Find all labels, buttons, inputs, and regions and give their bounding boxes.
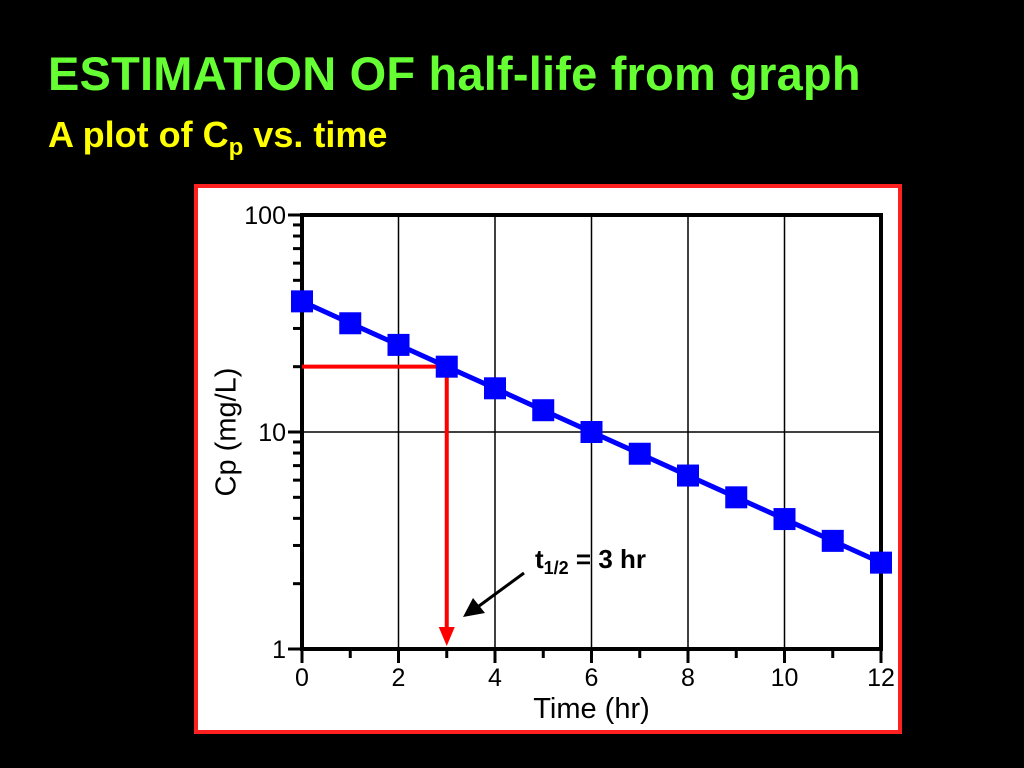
data-point [628,442,651,465]
subtitle-main: A plot of C [48,114,229,155]
data-point [821,529,844,552]
data-point [339,312,362,335]
data-point [387,333,410,356]
y-axis-label: Cp (mg/L) [211,368,243,497]
data-point [435,355,458,378]
chart-frame: 0 2 4 6 8 10 12 1 10 100 Time (hr) Cp (mg/L) t1/2… [194,184,902,734]
x-axis-label: Time (hr) [533,693,650,725]
half-life-arrowhead [438,627,455,646]
plot-area-border [300,213,883,651]
data-point [773,508,796,531]
slide-title: ESTIMATION OF half-life from graph [48,47,861,100]
x-tick-label: 8 [681,664,695,692]
slide-subtitle: A plot of Cp vs. time [48,114,387,162]
data-point [291,290,313,313]
y-tick-label: 10 [258,419,286,447]
x-tick-label: 12 [867,664,895,692]
subtitle-rest: vs. time [243,114,388,155]
half-life-label: t1/2 = 3 hr [535,544,646,578]
half-life-marker [302,364,455,646]
data-point [484,377,506,400]
data-point [725,486,748,509]
series-cp [291,290,892,574]
x-tick-label: 2 [392,664,406,692]
pointer-arrow-line [478,571,525,608]
data-point [677,464,699,487]
half-life-annotation: t1/2 = 3 hr [463,544,646,617]
data-point [532,399,555,422]
tick-labels: 0 2 4 6 8 10 12 1 10 100 [244,202,895,692]
x-tick-label: 10 [771,664,799,692]
y-tick-label: 100 [244,202,286,230]
pointer-arrowhead [463,598,485,617]
data-point [580,421,603,443]
half-life-chart: 0 2 4 6 8 10 12 1 10 100 Time (hr) Cp (mg/L) t1/2… [211,202,895,725]
subtitle-subscript: p [228,134,244,161]
data-point [870,551,892,574]
x-tick-label: 6 [585,664,599,692]
x-tick-label: 0 [295,664,309,692]
y-tick-label: 1 [272,636,286,664]
x-tick-label: 4 [488,664,502,692]
